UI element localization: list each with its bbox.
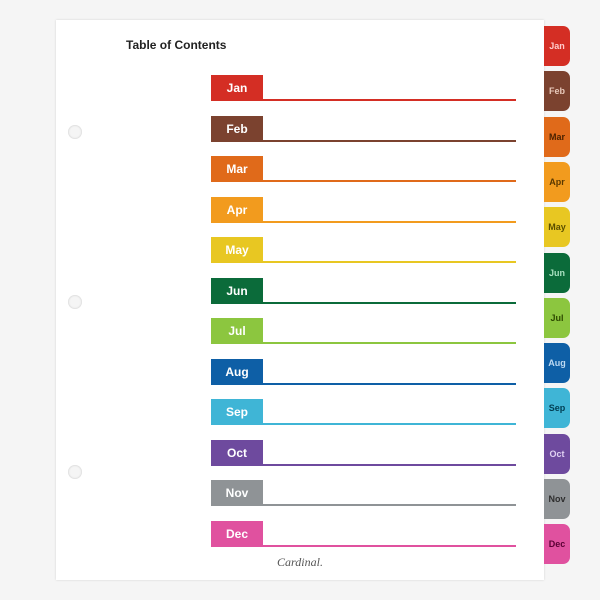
binder-hole xyxy=(68,465,82,479)
toc-underline xyxy=(263,221,516,223)
month-label-box: Jun xyxy=(211,278,263,304)
binder-hole xyxy=(68,125,82,139)
binder-hole xyxy=(68,295,82,309)
month-label-box: Sep xyxy=(211,399,263,425)
divider-tab: Jun xyxy=(544,253,570,293)
toc-row: Jun xyxy=(211,278,516,319)
month-label-box: Apr xyxy=(211,197,263,223)
month-label-box: May xyxy=(211,237,263,263)
month-label-box: Jul xyxy=(211,318,263,344)
divider-tab: Apr xyxy=(544,162,570,202)
divider-tab: Dec xyxy=(544,524,570,564)
divider-tab: Sep xyxy=(544,388,570,428)
divider-tab: Jul xyxy=(544,298,570,338)
month-label-box: Dec xyxy=(211,521,263,547)
toc-underline xyxy=(263,261,516,263)
month-label-box: Oct xyxy=(211,440,263,466)
toc-row: Oct xyxy=(211,440,516,481)
divider-tab: Aug xyxy=(544,343,570,383)
divider-tab: May xyxy=(544,207,570,247)
toc-underline xyxy=(263,545,516,547)
toc-row: Jul xyxy=(211,318,516,359)
month-label-box: Jan xyxy=(211,75,263,101)
divider-tab: Mar xyxy=(544,117,570,157)
divider-tab: Oct xyxy=(544,434,570,474)
toc-row: Apr xyxy=(211,197,516,238)
toc-underline xyxy=(263,504,516,506)
toc-underline xyxy=(263,99,516,101)
toc-underline xyxy=(263,180,516,182)
toc-row: Aug xyxy=(211,359,516,400)
toc-row: Feb xyxy=(211,116,516,157)
toc-underline xyxy=(263,140,516,142)
month-label-box: Nov xyxy=(211,480,263,506)
toc-row: Nov xyxy=(211,480,516,521)
month-label-box: Mar xyxy=(211,156,263,182)
toc-underline xyxy=(263,383,516,385)
toc-row: Sep xyxy=(211,399,516,440)
toc-underline xyxy=(263,342,516,344)
divider-tab: Nov xyxy=(544,479,570,519)
toc-underline xyxy=(263,302,516,304)
brand-label: Cardinal. xyxy=(56,555,544,570)
toc-row: Mar xyxy=(211,156,516,197)
binder-page: Table of Contents Jan Feb Mar Apr May Jun Jul A… xyxy=(56,20,544,580)
toc-row: May xyxy=(211,237,516,278)
month-label-box: Aug xyxy=(211,359,263,385)
toc-underline xyxy=(263,464,516,466)
month-label-box: Feb xyxy=(211,116,263,142)
page-title: Table of Contents xyxy=(126,38,226,52)
divider-tab: Jan xyxy=(544,26,570,66)
toc-underline xyxy=(263,423,516,425)
toc-row: Jan xyxy=(211,75,516,116)
divider-tab: Feb xyxy=(544,71,570,111)
